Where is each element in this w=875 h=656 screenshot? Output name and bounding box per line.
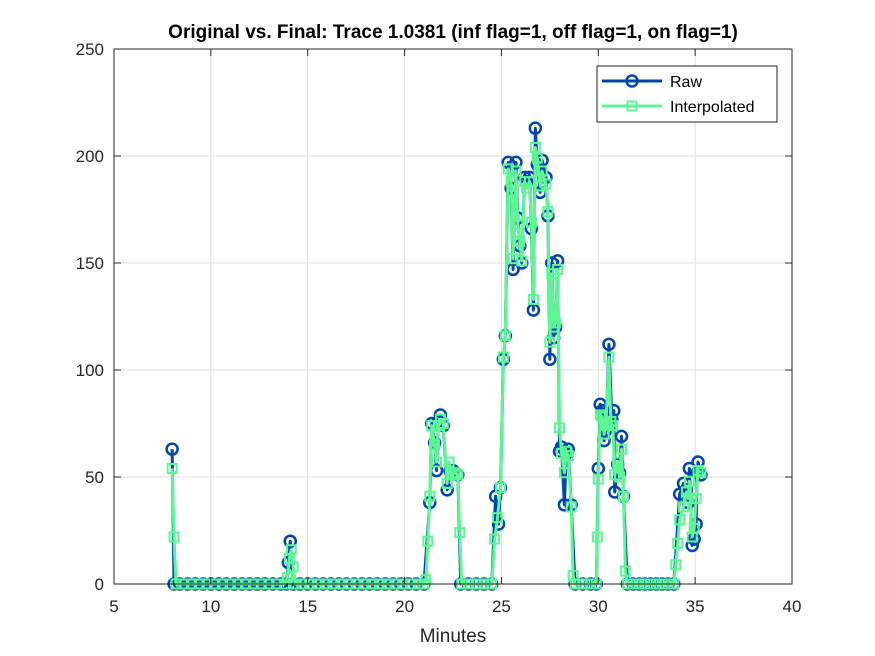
interpolated-point (527, 293, 539, 305)
interpolated-point (552, 263, 564, 275)
interpolated-point (558, 467, 570, 479)
interpolated-point (168, 531, 180, 543)
interpolated-point (614, 471, 626, 483)
interpolated-point (672, 537, 684, 549)
chart-title: Original vs. Final: Trace 1.0381 (inf fl… (168, 22, 738, 43)
interpolated-point (531, 152, 543, 164)
legend-circle-marker (625, 74, 639, 88)
raw-point (528, 121, 543, 135)
interpolated-point (524, 176, 536, 188)
x-tick-label: 40 (783, 597, 802, 616)
interpolated-point (429, 439, 441, 451)
interpolated-point (454, 527, 466, 539)
legend: Raw Interpolated (596, 65, 778, 123)
interpolated-point (437, 418, 449, 429)
interpolated-point (516, 255, 528, 267)
interpolated-point (598, 428, 610, 440)
y-tick-label: 0 (95, 575, 104, 594)
y-tick-label: 200 (76, 147, 104, 166)
raw-point (550, 254, 565, 268)
interpolated-point (505, 176, 517, 188)
interpolated-point (525, 216, 537, 228)
interpolated-point (683, 475, 695, 487)
interpolated-point (446, 469, 458, 481)
y-tick-label: 250 (76, 40, 104, 59)
interpolated-point (489, 533, 501, 545)
y-tick-label: 100 (76, 361, 104, 380)
raw-point (685, 538, 699, 553)
x-axis-title: Minutes (420, 626, 487, 647)
interpolated-point (492, 512, 504, 524)
interpolated-point (603, 351, 615, 363)
interpolated-point (692, 465, 704, 477)
raw-point (509, 155, 523, 170)
interpolated-point (443, 456, 455, 468)
interpolated-point (510, 165, 522, 177)
interpolated-point (536, 165, 548, 177)
interpolated-point (424, 490, 436, 502)
interpolated-point (540, 178, 552, 190)
x-tick-label: 30 (589, 597, 608, 616)
x-tick-label: 10 (201, 597, 220, 616)
interpolated-point (166, 462, 178, 474)
interpolated-point (554, 422, 566, 434)
interpolated-point (670, 559, 682, 571)
interpolated-point (612, 456, 624, 468)
interpolated-point (502, 163, 514, 175)
interpolated-point (542, 206, 554, 218)
interpolated-point (422, 535, 434, 547)
interpolated-point (682, 492, 694, 504)
x-tick-label: 25 (492, 597, 511, 616)
interpolated-point (607, 420, 619, 432)
raw-point (165, 442, 179, 456)
raw-point (543, 352, 557, 367)
legend-label-interpolated: Interpolated (670, 99, 755, 116)
plot-frame (113, 48, 793, 585)
interpolated-point (512, 218, 524, 230)
raw-point (614, 429, 629, 444)
interpolated-point (281, 572, 293, 584)
interpolated-point (690, 492, 702, 504)
x-tick-label: 15 (298, 597, 317, 616)
interpolated-point (497, 351, 509, 363)
x-tick-label: 35 (686, 597, 705, 616)
interpolated-point (426, 420, 438, 432)
interpolated-point (617, 490, 629, 502)
y-tick-label: 150 (76, 254, 104, 273)
legend-label-raw: Raw (670, 74, 702, 91)
y-tick-label: 50 (85, 468, 104, 487)
interpolated-point (674, 514, 686, 526)
interpolated-point (529, 141, 541, 153)
interpolated-point (494, 482, 506, 494)
x-tick-label: 5 (109, 597, 118, 616)
interpolated-point (680, 486, 692, 498)
interpolated-point (514, 236, 526, 248)
interpolated-point (431, 456, 443, 468)
interpolated-point (619, 565, 631, 577)
interpolated-point (285, 544, 297, 556)
legend-box (596, 65, 778, 123)
interpolated-point (591, 531, 603, 543)
interpolated-point (695, 467, 707, 479)
interpolated-point (534, 180, 546, 192)
interpolated-point (562, 450, 574, 462)
interpolated-point (616, 443, 628, 455)
interpolated-point (521, 182, 533, 194)
x-tick-label: 20 (395, 597, 414, 616)
raw-point (283, 534, 298, 548)
interpolated-point (544, 336, 556, 348)
interpolated-point (449, 467, 461, 479)
interpolated-point (550, 317, 562, 329)
interpolated-point (688, 522, 700, 534)
interpolated-point (452, 469, 464, 481)
raw-point (602, 337, 616, 352)
axis-ticks: 5 10 15 20 25 30 35 40 0 50 100 150 200 250 (76, 40, 802, 616)
interpolated-point (594, 409, 606, 421)
interpolated-point (592, 473, 604, 485)
interpolated-point (287, 561, 299, 573)
interpolated-point (565, 501, 577, 513)
interpolated-point (499, 330, 511, 342)
legend-square-marker (626, 100, 638, 112)
